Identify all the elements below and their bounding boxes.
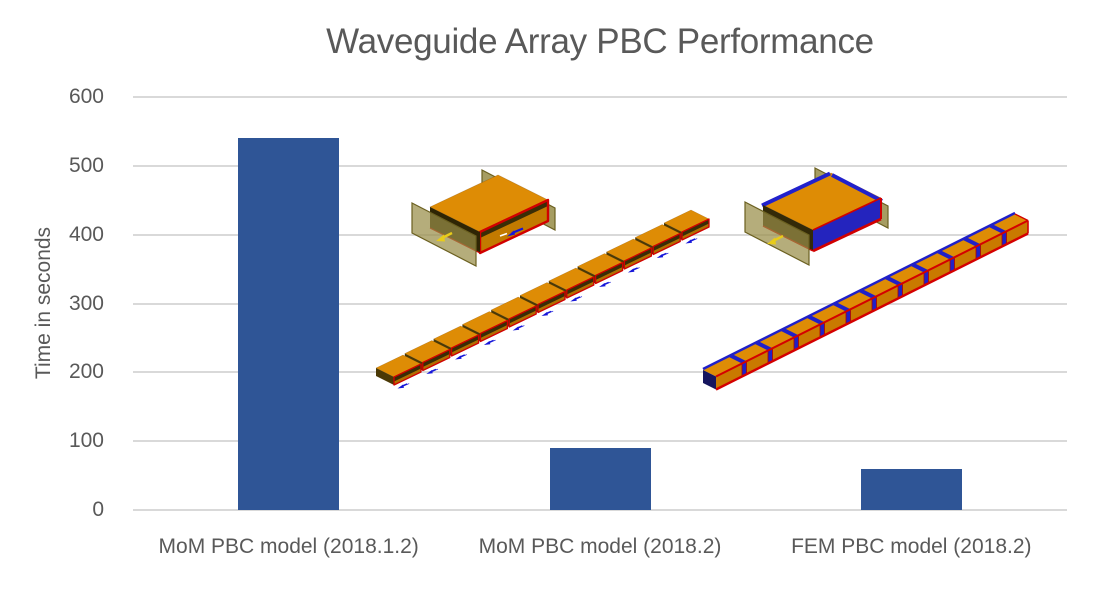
gridline: [133, 509, 1067, 511]
mom-pbc-unit-cell-graphic: [411, 169, 556, 267]
chart-title: Waveguide Array PBC Performance: [326, 22, 874, 61]
fem-pbc-unit-cell-graphic: [744, 167, 889, 266]
x-category-label: MoM PBC model (2018.1.2): [158, 535, 419, 558]
y-tick-label: 200: [68, 360, 104, 384]
fem-pbc-unit-cell-model-image: [739, 159, 909, 277]
y-tick-label: 300: [68, 291, 104, 315]
bar: [238, 138, 340, 510]
mom-array-graphic: [375, 209, 710, 389]
x-category-label: FEM PBC model (2018.2): [791, 535, 1032, 558]
gridline: [133, 233, 1067, 236]
gridline: [133, 96, 1067, 98]
gridline: [133, 164, 1067, 167]
y-tick-label: 100: [68, 429, 104, 453]
y-tick-label: 600: [68, 85, 104, 108]
gridline: [133, 371, 1067, 374]
gridline: [133, 440, 1067, 443]
y-tick-label: 500: [68, 153, 104, 177]
y-tick-label: 400: [68, 222, 104, 246]
y-tick-label: 0: [92, 498, 104, 521]
gridline: [133, 302, 1067, 305]
x-category-label: MoM PBC model (2018.2): [478, 535, 722, 558]
fem-array-graphic: [702, 211, 1029, 391]
bar: [860, 468, 962, 510]
mom-pbc-unit-cell-model-image: [406, 161, 576, 277]
mom-array-model-image: [370, 198, 720, 390]
fem-array-model-image: [694, 202, 1042, 392]
bar: [549, 448, 651, 510]
